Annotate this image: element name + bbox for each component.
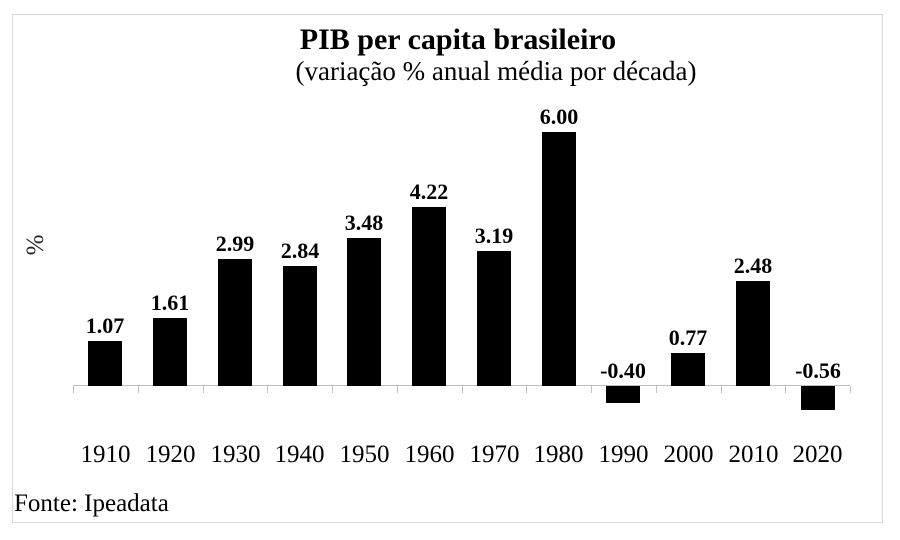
x-axis-tick (850, 386, 851, 393)
source-note: Fonte: Ipeadata (14, 490, 169, 517)
bar-1990 (606, 386, 640, 403)
x-axis-tick (656, 386, 657, 393)
bar-1950 (347, 238, 381, 386)
bar-1980 (542, 132, 576, 386)
chart-title: PIB per capita brasileiro (299, 23, 617, 56)
x-tick-label: 2010 (728, 441, 779, 468)
x-tick-label: 1940 (274, 441, 325, 468)
x-axis-tick (526, 386, 527, 393)
x-tick-label: 1930 (210, 441, 261, 468)
x-tick-label: 2000 (663, 441, 714, 468)
bar-2000 (671, 353, 705, 386)
chart-frame (12, 14, 883, 523)
x-tick-label: 1990 (598, 441, 649, 468)
bar-2010 (736, 281, 770, 386)
bar-2020 (801, 386, 835, 410)
x-tick-label: 1980 (533, 441, 584, 468)
x-axis-tick (138, 386, 139, 393)
x-axis-tick (785, 386, 786, 393)
bar-1940 (283, 266, 317, 386)
x-axis-tick (332, 386, 333, 393)
x-axis-tick (203, 386, 204, 393)
bar-value-label: -0.40 (600, 358, 646, 383)
x-axis-tick (462, 386, 463, 393)
bar-value-label: 2.84 (280, 238, 320, 263)
bar-value-label: 6.00 (539, 104, 579, 129)
x-axis-tick (73, 386, 74, 393)
x-tick-label: 1970 (469, 441, 520, 468)
bar-1920 (153, 318, 187, 386)
x-axis-tick (591, 386, 592, 393)
bar-value-label: 3.48 (344, 210, 384, 235)
bar-1970 (477, 251, 511, 386)
bar-1960 (412, 207, 446, 386)
bar-value-label: 4.22 (409, 179, 449, 204)
bar-1930 (218, 259, 252, 386)
x-tick-label: 1960 (404, 441, 455, 468)
bar-value-label: 1.61 (150, 290, 190, 315)
bar-value-label: 1.07 (85, 313, 125, 338)
x-tick-label: 2020 (792, 441, 843, 468)
bar-value-label: 2.48 (733, 253, 773, 278)
x-axis-tick (397, 386, 398, 393)
bar-value-label: -0.56 (795, 358, 841, 383)
x-axis-line (73, 385, 850, 386)
bar-1910 (88, 341, 122, 386)
bar-value-label: 3.19 (474, 223, 514, 248)
x-tick-label: 1910 (80, 441, 131, 468)
x-axis-tick (721, 386, 722, 393)
bar-value-label: 2.99 (215, 231, 255, 256)
x-axis-tick (267, 386, 268, 393)
x-tick-label: 1920 (145, 441, 196, 468)
bar-value-label: 0.77 (668, 325, 708, 350)
chart-subtitle: (variação % anual média por década) (295, 56, 697, 86)
x-tick-label: 1950 (339, 441, 390, 468)
y-axis-label: % (22, 234, 49, 256)
